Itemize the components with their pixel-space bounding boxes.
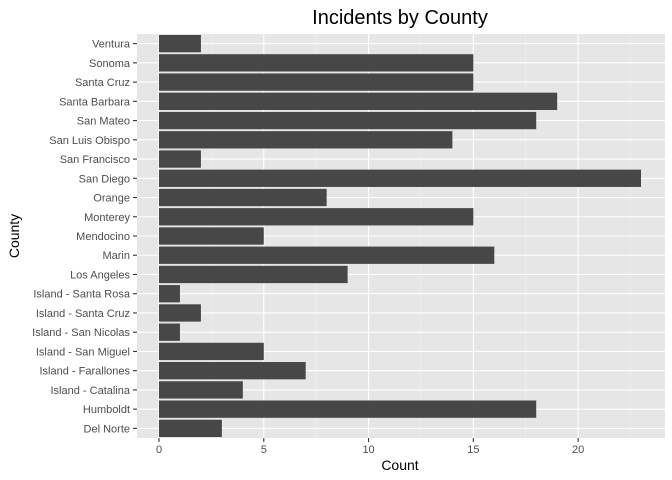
bar-island-san-miguel — [159, 342, 264, 361]
y-tick-label: Island - San Miguel — [36, 346, 130, 358]
bar-santa-cruz — [159, 73, 474, 91]
bar-santa-barbara — [159, 92, 558, 110]
y-tick-label: Island - Santa Rosa — [33, 289, 130, 301]
bar-humboldt — [159, 400, 537, 418]
y-tick-label: Del Norte — [84, 423, 130, 435]
x-tick-label: 15 — [467, 444, 479, 456]
y-axis-title: County — [6, 214, 22, 258]
x-tick-label: 0 — [156, 444, 162, 456]
y-tick-label: Orange — [93, 193, 130, 205]
bar-monterey — [159, 208, 474, 226]
bar-island-santa-cruz — [159, 304, 201, 322]
bar-san-diego — [159, 169, 641, 187]
y-tick-label: Island - San Nicolas — [32, 327, 130, 339]
bar-san-francisco — [159, 150, 201, 168]
bar-orange — [159, 188, 327, 207]
bar-ventura — [159, 34, 201, 53]
x-tick-label: 5 — [261, 444, 267, 456]
bar-marin — [159, 246, 495, 264]
x-tick-label: 10 — [362, 444, 374, 456]
bar-island-farallones — [159, 362, 306, 380]
y-tick-label: Monterey — [84, 212, 130, 224]
bar-san-mateo — [159, 111, 537, 130]
y-tick-label: Sonoma — [89, 58, 131, 70]
bar-island-santa-rosa — [159, 285, 180, 303]
y-tick-label: Island - Farallones — [40, 366, 131, 378]
x-axis-title: Count — [381, 457, 418, 473]
bar-del-norte — [159, 419, 222, 438]
y-tick-label: Mendocino — [76, 231, 130, 243]
x-axis: 0 5 10 15 20 — [156, 438, 584, 456]
bars — [159, 34, 641, 438]
y-tick-label: Santa Cruz — [75, 77, 130, 89]
x-tick-label: 20 — [572, 444, 584, 456]
y-tick-label: Island - Santa Cruz — [36, 308, 130, 320]
bar-los-angeles — [159, 265, 348, 284]
y-tick-label: Los Angeles — [70, 269, 130, 281]
bar-mendocino — [159, 227, 264, 245]
bar-island-catalina — [159, 381, 243, 399]
y-tick-label: San Diego — [79, 173, 130, 185]
y-tick-label: Ventura — [92, 39, 131, 51]
bar-island-san-nicolas — [159, 323, 180, 341]
y-tick-label: San Luis Obispo — [49, 135, 130, 147]
y-tick-label: Santa Barbara — [59, 96, 131, 108]
y-tick-label: Humboldt — [83, 404, 130, 416]
y-tick-label: Marin — [102, 250, 130, 262]
bar-sonoma — [159, 54, 474, 72]
chart-title: Incidents by County — [312, 7, 488, 29]
y-tick-label: Island - Catalina — [51, 385, 131, 397]
y-tick-label: San Francisco — [60, 154, 130, 166]
bar-san-luis-obispo — [159, 131, 453, 149]
y-tick-label: San Mateo — [77, 116, 130, 128]
y-axis: Ventura Sonoma Santa Cruz Santa Barbara San … — [32, 39, 137, 435]
